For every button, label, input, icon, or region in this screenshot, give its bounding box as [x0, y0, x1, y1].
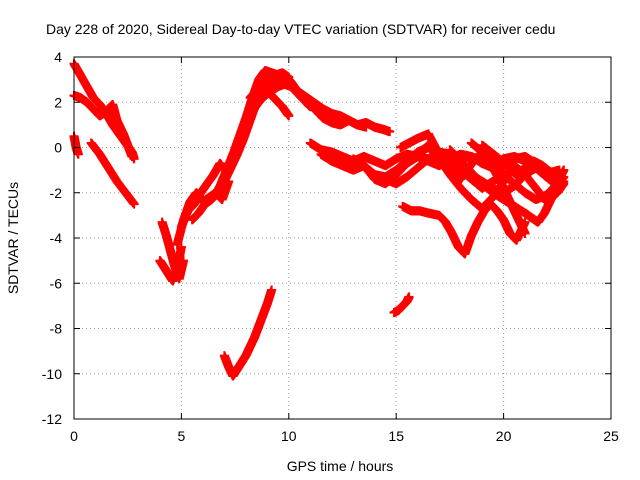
y-tick-label: -2 [50, 185, 63, 201]
y-tick-label: -8 [50, 321, 63, 337]
series-arc-24 [477, 140, 564, 180]
x-axis-label: GPS time / hours [287, 458, 394, 474]
data-marks [69, 59, 569, 381]
x-tick-label: 5 [178, 428, 186, 444]
data-point [267, 285, 277, 295]
y-tick-label: -6 [50, 275, 63, 291]
x-tick-label: 15 [388, 428, 404, 444]
data-point [284, 111, 294, 121]
series-arc-02 [69, 90, 137, 162]
y-axis-label: SDTVAR / TECUs [5, 182, 21, 294]
series-arc-20 [398, 199, 530, 259]
series-arc-14 [219, 285, 277, 381]
y-tick-label: -4 [50, 230, 63, 246]
series-arc-06 [155, 242, 186, 286]
plot-frame [73, 56, 612, 420]
axis-ticks: 0 5 10 15 20 25 -12 -10 -8 -6 -4 -2 0 2 4 [42, 49, 619, 444]
data-point [404, 292, 414, 302]
x-tick-label: 0 [70, 428, 78, 444]
y-tick-label: -10 [42, 366, 62, 382]
series-arc-08 [176, 158, 229, 232]
data-point [73, 149, 83, 159]
series-arc-23 [466, 138, 569, 205]
series-arc-25 [389, 292, 414, 318]
data-point [361, 122, 371, 132]
series-arc-22 [445, 145, 569, 227]
data-point [554, 165, 564, 175]
x-tick-label: 20 [496, 428, 512, 444]
x-tick-label: 10 [281, 428, 297, 444]
data-point [127, 152, 137, 162]
data-point [129, 199, 139, 209]
series-arc-04 [86, 138, 139, 209]
y-tick-label: 0 [54, 140, 62, 156]
y-tick-label: 4 [54, 49, 62, 65]
grid-lines [74, 57, 611, 419]
data-point [520, 217, 530, 227]
y-tick-label: -12 [42, 411, 62, 427]
x-tick-label: 25 [603, 428, 619, 444]
data-point [385, 127, 395, 137]
chart-title: Day 228 of 2020, Sidereal Day-to-day VTE… [46, 21, 555, 37]
series-arc-13 [245, 84, 294, 121]
y-tick-label: 2 [54, 94, 62, 110]
